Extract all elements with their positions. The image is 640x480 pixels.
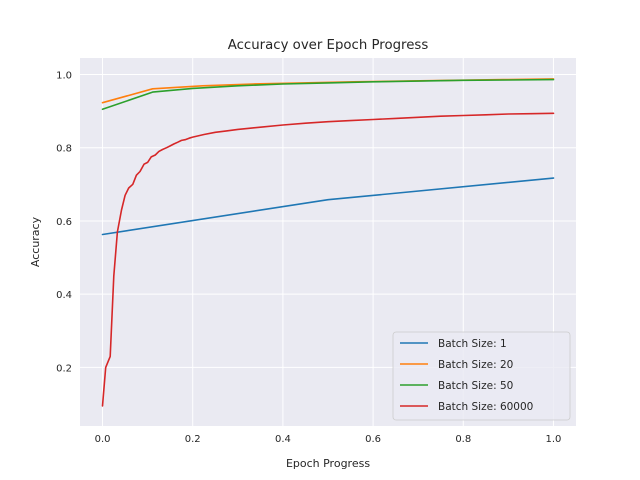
y-tick-label: 0.6: [56, 217, 72, 228]
x-tick-label: 0.6: [365, 434, 381, 445]
x-tick-label: 0.0: [95, 434, 111, 445]
chart-title: Accuracy over Epoch Progress: [228, 38, 429, 53]
y-tick-label: 0.2: [56, 363, 72, 374]
x-tick-label: 1.0: [546, 434, 562, 445]
y-tick-label: 0.8: [56, 144, 72, 155]
y-axis-ticks: 0.2 0.4 0.6 0.8 1.0: [56, 70, 72, 374]
x-tick-label: 0.2: [185, 434, 201, 445]
legend-label-2: Batch Size: 50: [438, 380, 513, 392]
legend-label-1: Batch Size: 20: [438, 359, 513, 371]
x-tick-label: 0.8: [455, 434, 471, 445]
legend: Batch Size: 1 Batch Size: 20 Batch Size: 5…: [392, 331, 571, 421]
y-tick-label: 0.4: [56, 290, 72, 301]
series-line-2: [101, 78, 555, 111]
x-axis-label: Epoch Progress: [286, 457, 370, 470]
series-line-0: [101, 177, 555, 236]
y-axis-label: Accuracy: [29, 216, 42, 267]
legend-box: [392, 331, 571, 421]
legend-label-3: Batch Size: 60000: [438, 401, 533, 413]
series-lines: [101, 78, 555, 407]
x-axis-ticks: 0.0 0.2 0.4 0.6 0.8 1.0: [95, 434, 562, 445]
series-line-3: [101, 112, 555, 407]
legend-label-0: Batch Size: 1: [438, 338, 507, 350]
y-tick-label: 1.0: [56, 70, 72, 81]
x-tick-label: 0.4: [275, 434, 291, 445]
